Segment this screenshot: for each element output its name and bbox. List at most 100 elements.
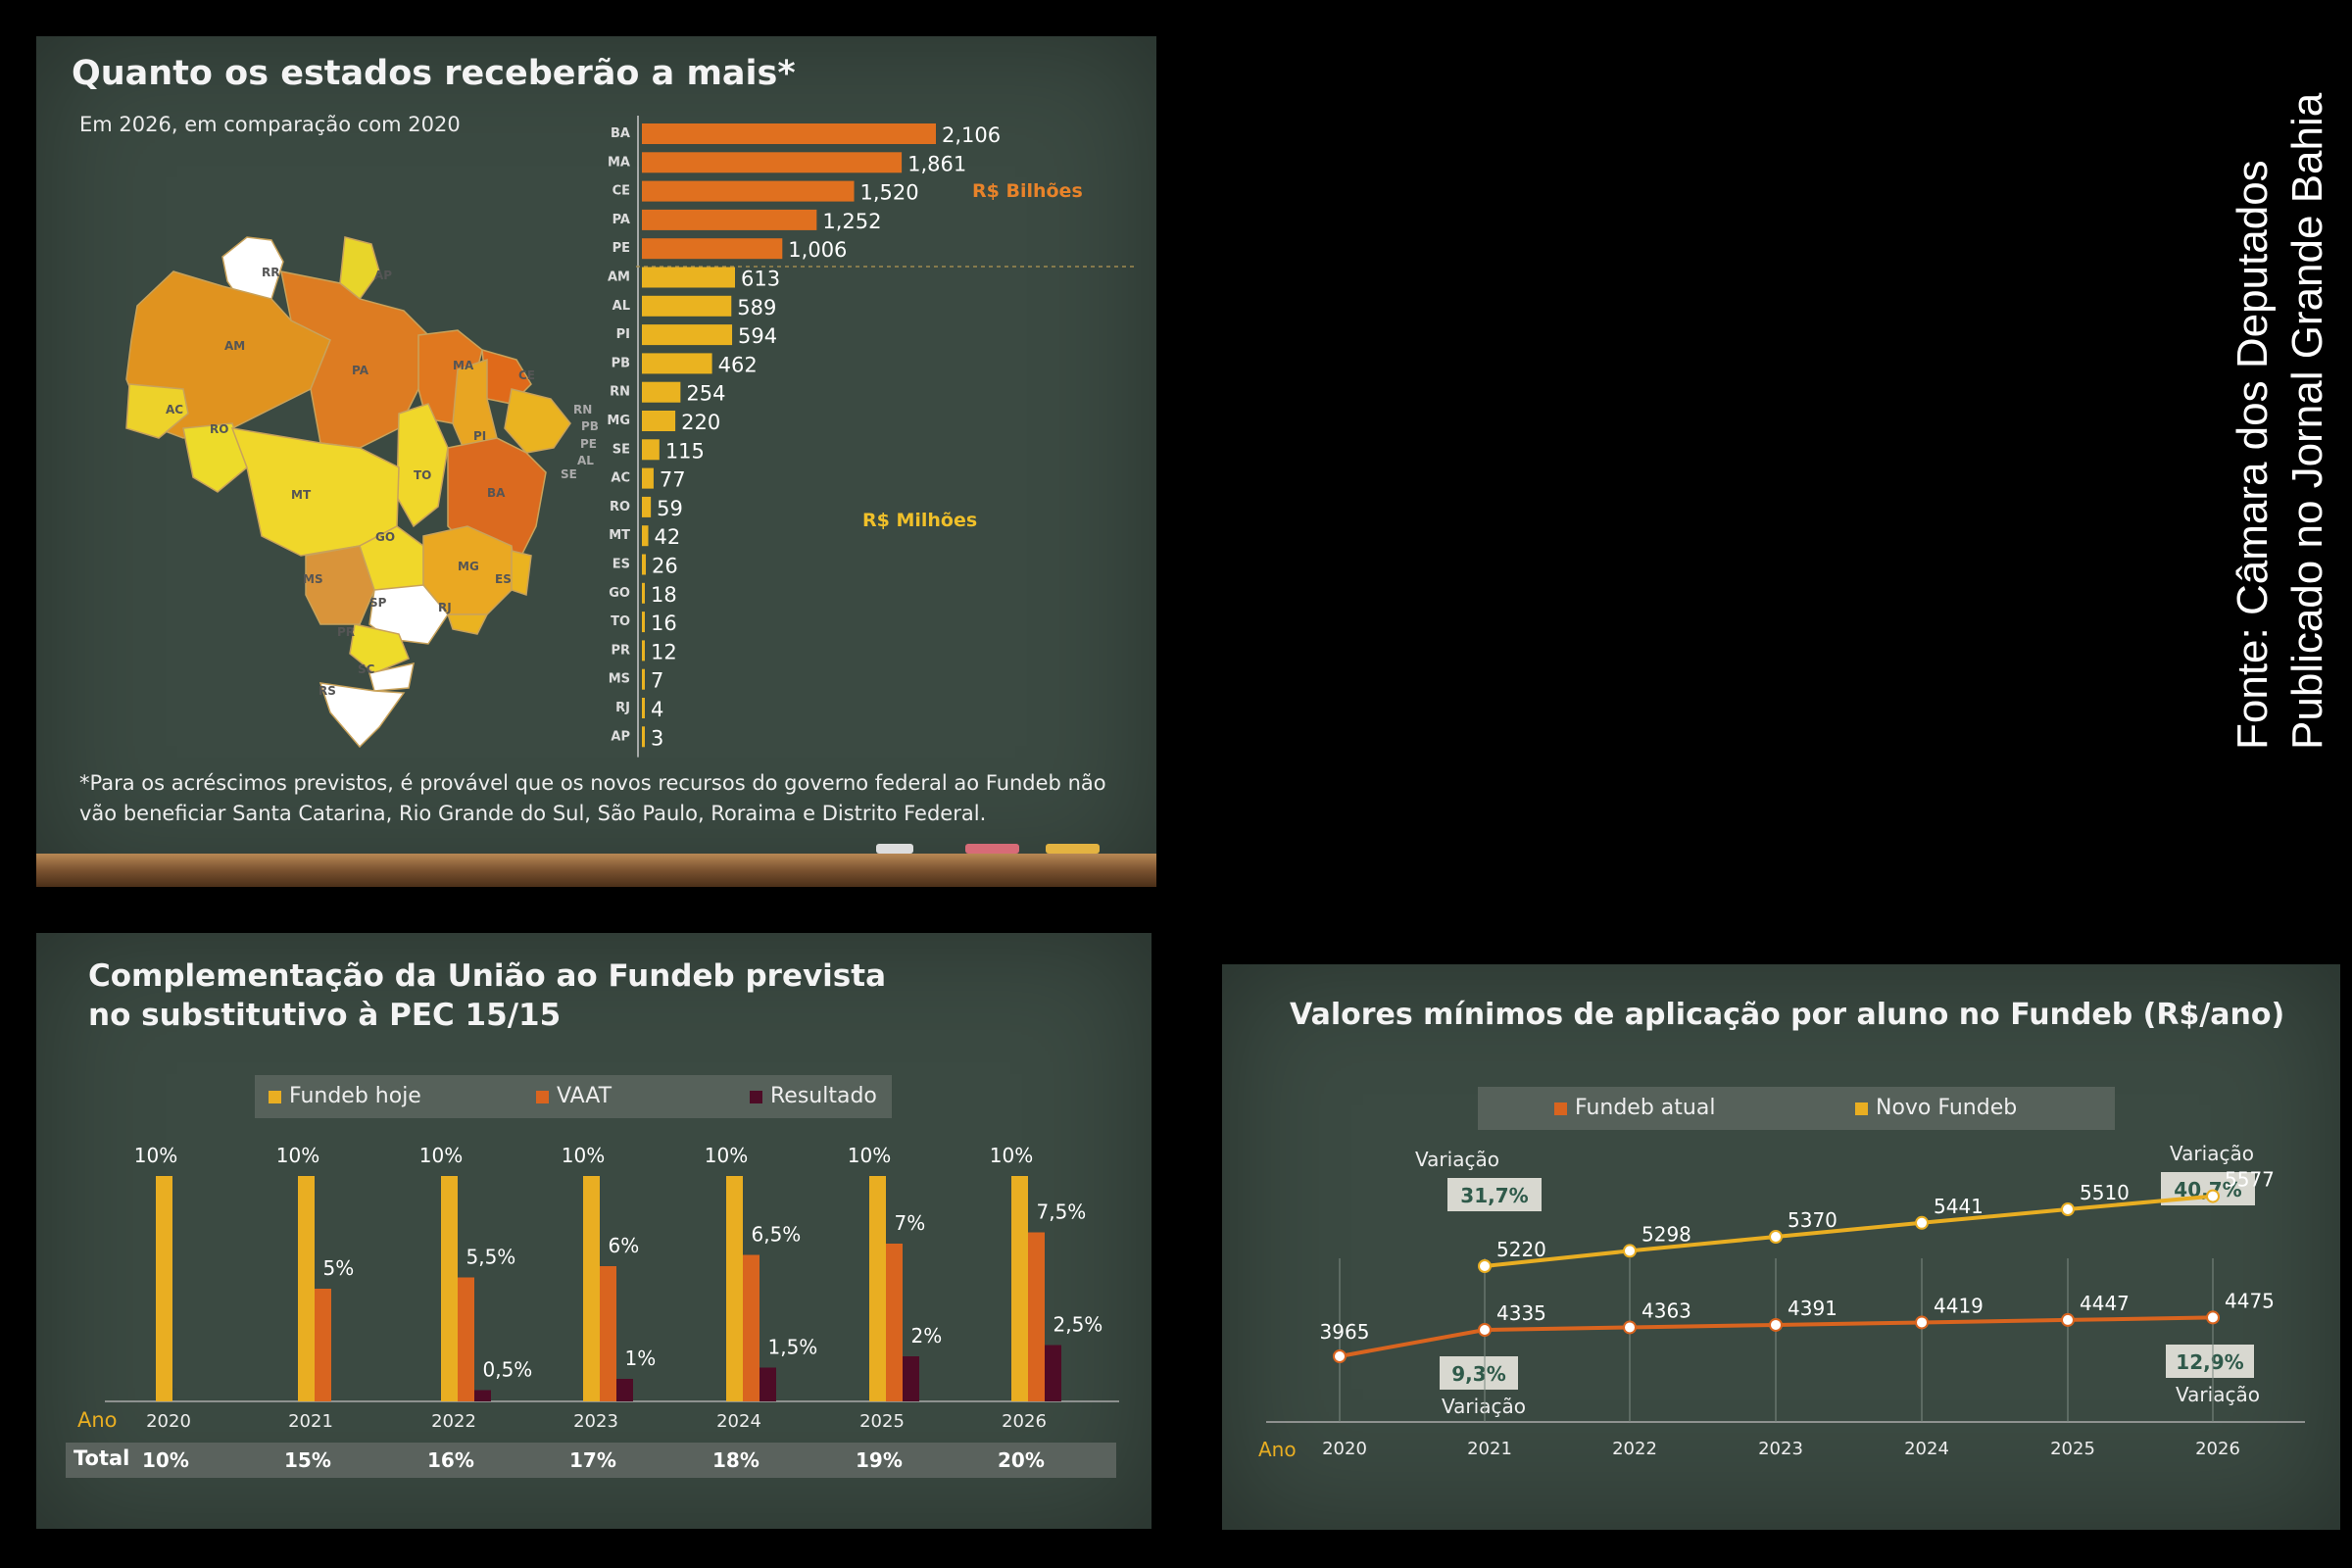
state-tick-label: AM <box>608 270 630 285</box>
fundeb-title-line-1: Complementação da União ao Fundeb previs… <box>88 958 886 994</box>
map-label: PI <box>473 429 486 443</box>
state-value-label: 462 <box>718 353 758 376</box>
fundeb-bar-label: 1% <box>625 1347 657 1370</box>
total-label: Total <box>74 1446 130 1470</box>
fundeb-bar <box>616 1379 633 1401</box>
year-tick-label: 2021 <box>288 1411 333 1432</box>
map-state-labels: RR AP AM PA MA CE RN PB PE AL SE PI AC R… <box>166 266 599 698</box>
state-bar <box>642 238 783 260</box>
state-value-label: 26 <box>652 555 678 578</box>
fundeb-bar-label: 7% <box>895 1211 926 1235</box>
series-value-label: 5577 <box>2225 1168 2275 1192</box>
billions-unit-label: R$ Bilhões <box>972 180 1083 202</box>
state-bar <box>642 295 732 317</box>
map-label: RO <box>210 422 228 436</box>
series-point <box>2061 1202 2075 1216</box>
state-bar <box>642 267 735 288</box>
map-label: RN <box>573 403 592 416</box>
legend-novo-fundeb: Novo Fundeb <box>1855 1087 2017 1130</box>
series-point <box>2061 1312 2075 1327</box>
series-value-label: 5510 <box>2080 1181 2130 1204</box>
state-bar <box>642 411 676 431</box>
chalkboard-ledge <box>36 854 1156 887</box>
state-value-label: 1,252 <box>822 210 881 233</box>
fundeb-legend: Fundeb hoje VAAT Resultado <box>255 1075 892 1118</box>
total-value: 20% <box>998 1448 1045 1472</box>
legend-resultado: Resultado <box>750 1075 877 1118</box>
state-bar <box>642 467 654 489</box>
map-label: MG <box>458 560 479 573</box>
state-tick-label: BA <box>611 126 630 141</box>
state-bar <box>642 209 817 230</box>
state-value-label: 18 <box>651 583 677 607</box>
state-value-label: 115 <box>665 439 705 463</box>
chalk-pink <box>965 844 1019 854</box>
map-label: TO <box>414 468 431 482</box>
variation-annotations: Variação 31,7% Variação 40,7% 9,3% Varia… <box>1415 1142 2260 1418</box>
state-value-label: 16 <box>651 612 677 635</box>
variation-value-new-2021: 31,7% <box>1460 1184 1528 1207</box>
fundeb-bar <box>743 1254 760 1401</box>
fundeb-bar <box>315 1289 331 1401</box>
fundeb-bar <box>1028 1232 1045 1401</box>
map-label: PR <box>337 625 355 639</box>
state-bar <box>642 381 681 403</box>
state-bar <box>642 726 645 748</box>
values-legend: Fundeb atual Novo Fundeb <box>1478 1087 2115 1130</box>
state-value-label: 2,106 <box>942 123 1001 147</box>
fundeb-bar-label: 10% <box>134 1144 177 1167</box>
series-value-label: 5298 <box>1642 1222 1691 1246</box>
state-bar <box>642 582 645 604</box>
series-value-label: 5370 <box>1788 1208 1838 1232</box>
map-label: RJ <box>438 601 452 614</box>
region-ms <box>305 545 375 625</box>
region-sc <box>368 662 415 692</box>
fundeb-complement-panel: Complementação da União ao Fundeb previs… <box>36 933 1152 1529</box>
series-value-label: 5441 <box>1934 1195 1984 1218</box>
state-bar <box>642 439 660 461</box>
per-student-values-panel: Valores mínimos de aplicação por aluno n… <box>1222 964 2340 1530</box>
year-tick-label: 2023 <box>573 1411 618 1432</box>
state-tick-label: RJ <box>615 701 630 715</box>
variation-word-new-2021: Variação <box>1415 1148 1499 1171</box>
region-ap <box>339 236 380 301</box>
state-tick-label: PR <box>611 643 630 658</box>
fundeb-bar-label: 1,5% <box>768 1336 818 1359</box>
footnote: *Para os acréscimos previstos, é prováve… <box>79 768 1106 829</box>
variation-box-old-2021 <box>1440 1356 1518 1390</box>
chalk-white <box>876 844 913 854</box>
states-chart-title: Quanto os estados receberão a mais* <box>72 54 796 93</box>
map-label: PB <box>581 419 599 433</box>
state-value-label: 1,861 <box>907 152 966 175</box>
fundeb-bar <box>903 1356 919 1401</box>
region-rr <box>221 236 284 304</box>
region-pr <box>349 623 410 674</box>
state-bar <box>642 152 903 173</box>
variation-word-old-2026: Variação <box>2176 1383 2260 1406</box>
series-point <box>1915 1315 1929 1330</box>
year-tick-label: 2024 <box>1904 1439 1949 1459</box>
states-chart-panel: Quanto os estados receberão a mais* Em 2… <box>36 36 1156 887</box>
legend-swatch <box>1554 1102 1567 1115</box>
fundeb-bar <box>1045 1345 1061 1401</box>
legend-label: Resultado <box>770 1084 877 1108</box>
fundeb-bar-label: 10% <box>990 1144 1033 1167</box>
legend-label: Fundeb hoje <box>289 1084 421 1108</box>
legend-fundeb-atual: Fundeb atual <box>1554 1087 1715 1130</box>
year-tick-label: 2026 <box>1002 1411 1047 1432</box>
state-tick-label: GO <box>609 586 630 601</box>
state-tick-label: MS <box>609 672 630 687</box>
map-label: PA <box>352 364 369 377</box>
map-label: GO <box>375 530 395 544</box>
map-label: ES <box>495 572 512 586</box>
map-label: MA <box>453 359 474 372</box>
fundeb-bar-chart: Ano 2020 10% 2021 10% 5% 2022 10% 5,5% 0,5% 2023 10… <box>77 1144 1119 1432</box>
map-label: SC <box>358 662 375 676</box>
state-bar <box>642 554 647 575</box>
series-point <box>1478 1323 1492 1337</box>
state-tick-label: RN <box>610 385 630 400</box>
total-value: 18% <box>712 1448 760 1472</box>
year-tick-label: 2021 <box>1467 1439 1512 1459</box>
region-sp <box>368 584 449 645</box>
state-bar <box>642 525 649 547</box>
